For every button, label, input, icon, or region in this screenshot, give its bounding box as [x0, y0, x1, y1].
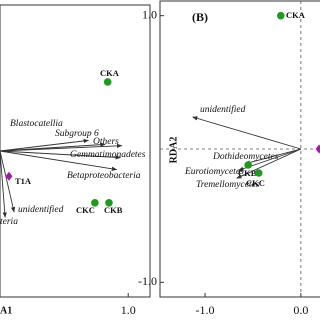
- point: [315, 144, 320, 154]
- arrow: [0, 150, 16, 213]
- y-axis-label: RDA2: [168, 137, 179, 164]
- arrow-label: Others: [93, 137, 119, 147]
- point: [91, 198, 99, 207]
- point-label: CKB: [104, 205, 123, 215]
- panel-label: (B): [192, 10, 208, 24]
- arrow-label: Betaproteobacteria: [67, 171, 141, 181]
- point: [103, 78, 112, 86]
- x-tick-label: -1.0: [196, 303, 215, 317]
- point: [244, 161, 252, 169]
- arrow: [0, 150, 118, 171]
- arrow: [236, 148, 302, 179]
- point: [105, 198, 113, 207]
- point: [5, 171, 13, 181]
- arrow-label: teria: [0, 217, 18, 227]
- arrow: [0, 143, 123, 152]
- point: [276, 11, 285, 20]
- arrow-label: unidentified: [18, 204, 64, 215]
- point-label: CKA: [100, 68, 120, 78]
- point: [254, 169, 263, 177]
- point-label: T1A: [15, 176, 32, 186]
- arrow: [192, 116, 302, 150]
- arrow-label: Dothideomycetes: [212, 152, 279, 162]
- point-label: CKC: [246, 178, 265, 188]
- arrow-label: Gemmatimonadetes: [70, 150, 146, 160]
- arrow-label: Tremellomycetes: [196, 180, 260, 190]
- arrow: [0, 150, 7, 218]
- x-tick-label: 1.0: [121, 303, 136, 317]
- arrow: [0, 138, 89, 152]
- x-tick-label: 0.0: [293, 303, 308, 317]
- point-label: CKC: [76, 205, 95, 215]
- y-tick-label: -1.0: [138, 274, 157, 288]
- arrow: [244, 148, 301, 165]
- arrow-label: Subgroup 6: [55, 129, 99, 139]
- point-label: CKB: [238, 168, 257, 178]
- arrow-label: Blastocatellia: [10, 119, 63, 129]
- y-tick-label: 1.0: [142, 7, 157, 21]
- arrow: [0, 150, 122, 160]
- arrow-label: unidentified: [200, 104, 246, 115]
- arrow-label: Eurotiomycetes: [184, 167, 244, 177]
- plot-frame: [0, 4, 151, 298]
- point-label: CKA: [286, 10, 306, 20]
- x-axis-label: A1: [0, 305, 12, 316]
